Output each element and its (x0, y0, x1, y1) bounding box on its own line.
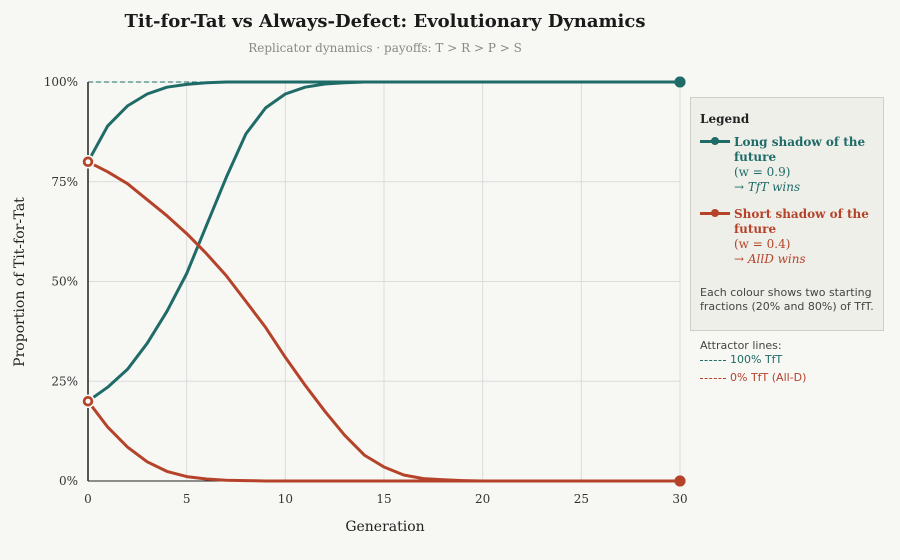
legend-note: Each colour shows two starting fractions… (700, 286, 874, 313)
attractor-dash-top (700, 359, 726, 361)
x-tick-label: 20 (475, 492, 490, 506)
legend-short-param: (w = 0.4) (734, 237, 791, 251)
legend-long-outcome: → TfT wins (734, 180, 801, 194)
end-point (674, 76, 686, 88)
chart-subtitle: Replicator dynamics · payoffs: T > R > P… (248, 41, 522, 55)
legend-title: Legend (700, 112, 750, 126)
x-tick-label: 10 (278, 492, 293, 506)
legend-swatch-long (700, 137, 730, 145)
series-line-long (86, 80, 682, 403)
attractor-dash-bottom (700, 377, 726, 379)
legend-short-name: Short shadow of the future (734, 207, 869, 236)
y-tick-label: 75% (51, 175, 78, 189)
legend-long-param: (w = 0.9) (734, 165, 791, 179)
x-tick-label: 5 (183, 492, 191, 506)
legend-swatch-short (700, 209, 730, 217)
legend-short-outcome: → AllD wins (734, 252, 806, 266)
x-tick-label: 0 (84, 492, 92, 506)
x-tick-label: 25 (574, 492, 589, 506)
x-tick-label: 15 (376, 492, 391, 506)
series (86, 80, 682, 483)
x-axis-label: Generation (345, 519, 424, 535)
attractor-legend-bottom: 0% TfT (All-D) (700, 371, 806, 384)
markers (81, 76, 686, 487)
attractor-label-bottom: 0% TfT (All-D) (730, 371, 807, 384)
axes: 0 5 10 15 20 25 30 0% 25% 50% 75% 100% (44, 75, 688, 506)
grid (88, 81, 681, 481)
y-tick-label: 100% (44, 75, 78, 89)
attractor-title: Attractor lines: (700, 339, 782, 352)
chart-title: Tit-for-Tat vs Always-Defect: Evolutiona… (124, 11, 645, 32)
start-point-center (85, 159, 91, 165)
y-tick-label: 50% (51, 275, 78, 289)
series-line-short (86, 399, 682, 483)
y-tick-label: 25% (51, 374, 78, 388)
attractor-label-top: 100% TfT (730, 353, 783, 366)
legend-long-name: Long shadow of the future (734, 135, 866, 164)
y-tick-label: 0% (59, 474, 78, 488)
end-point (674, 475, 686, 487)
start-point-center (85, 398, 91, 404)
y-axis-label: Proportion of Tit-for-Tat (12, 197, 28, 367)
x-tick-label: 30 (672, 492, 687, 506)
attractor-legend-top: 100% TfT (700, 353, 782, 366)
